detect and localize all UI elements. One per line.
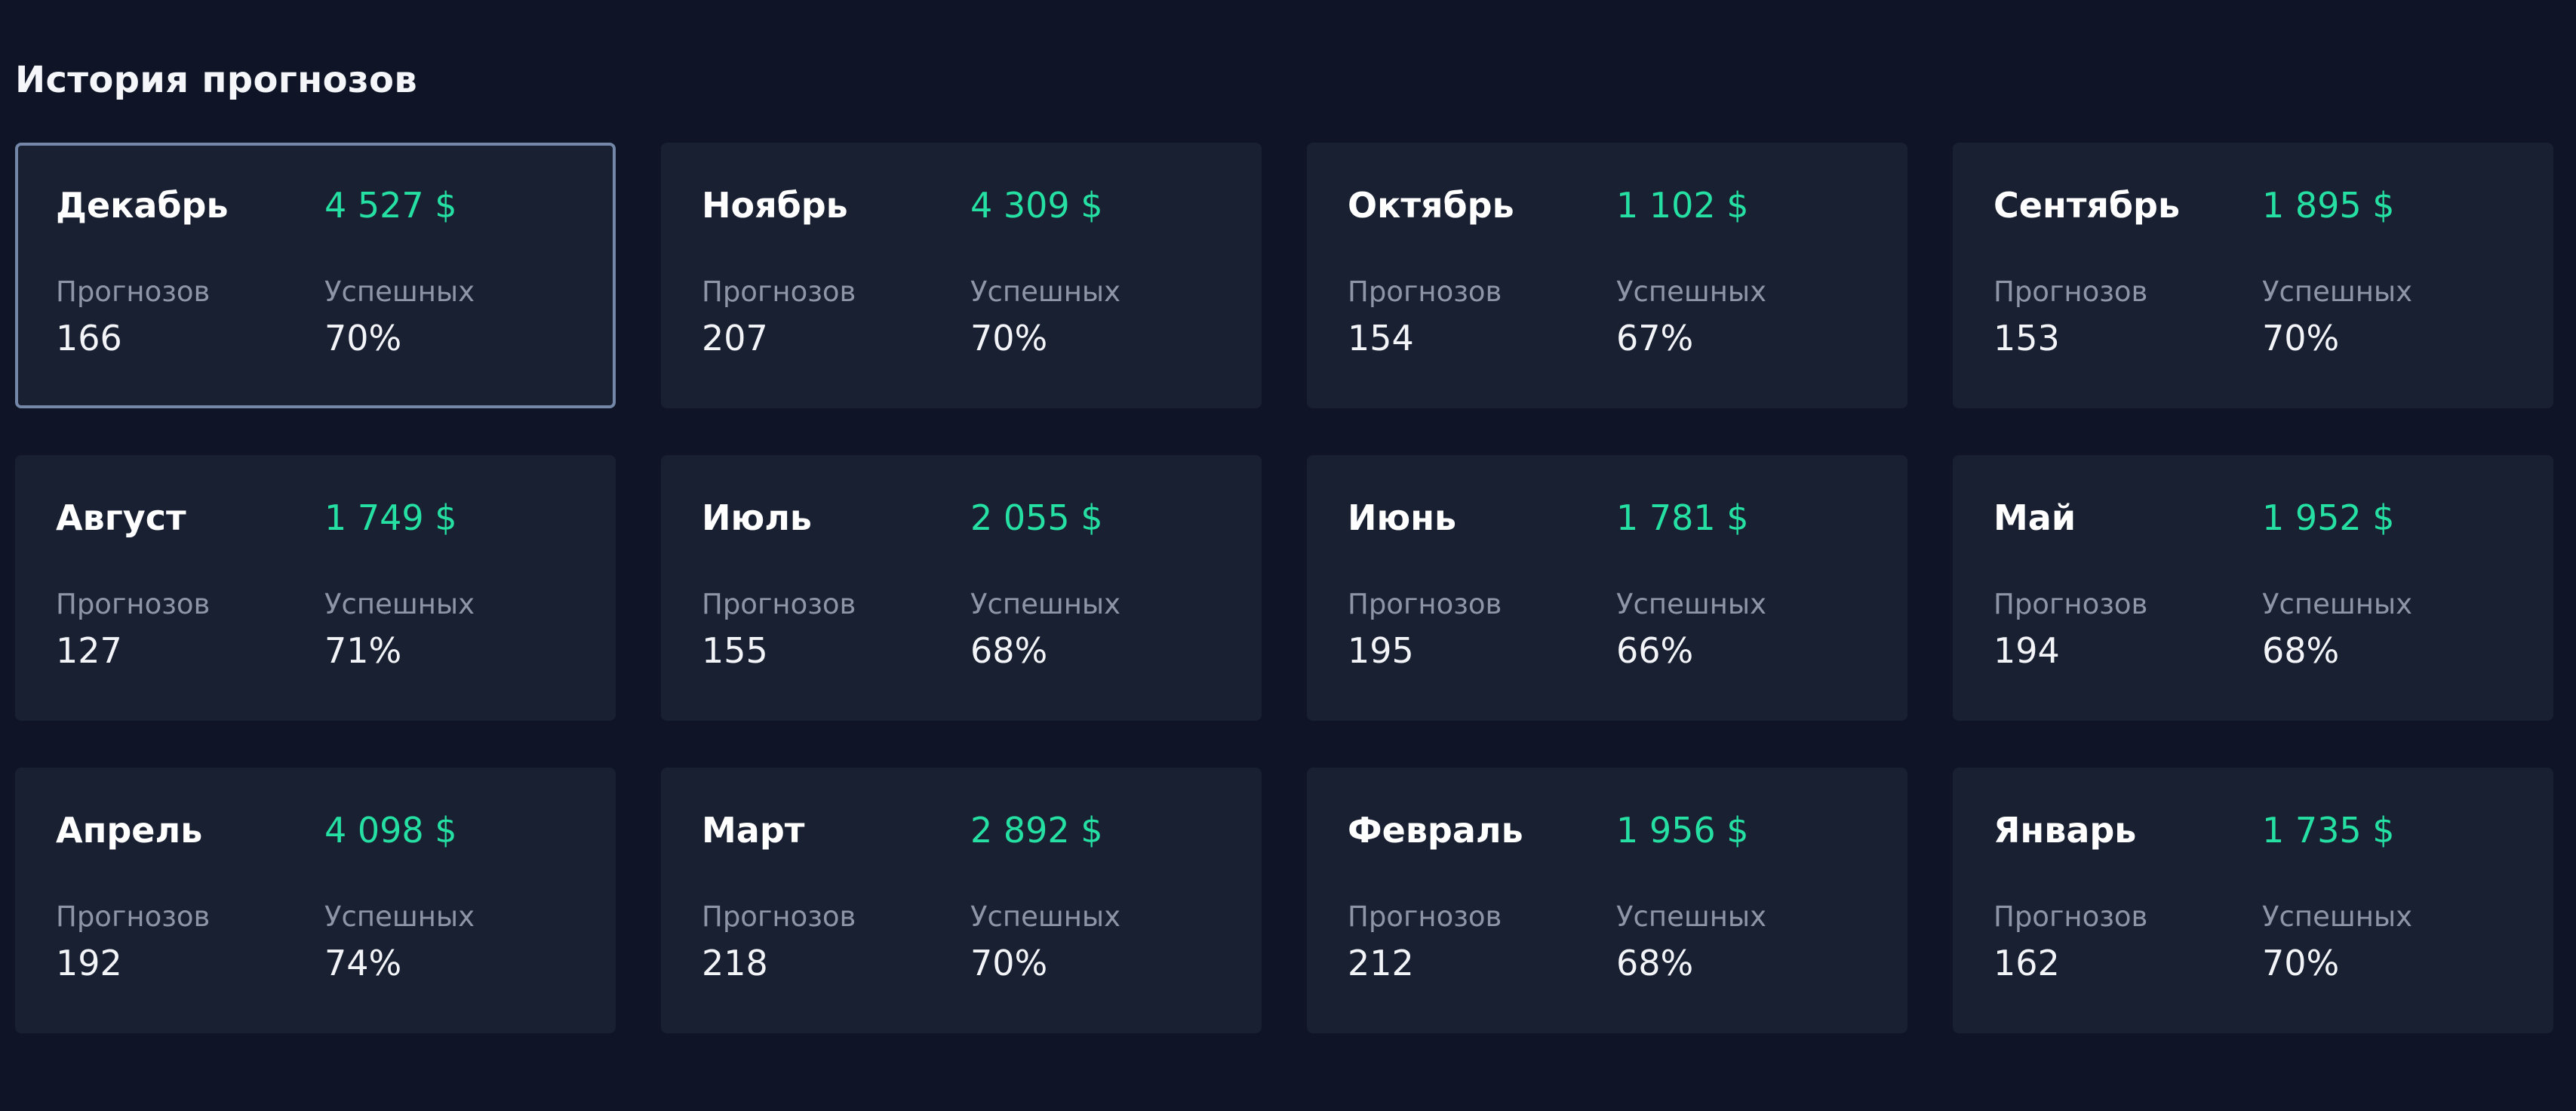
forecasts-count: 162: [1993, 943, 2060, 983]
page-title: История прогнозов: [15, 59, 418, 101]
month-name: Январь: [1993, 810, 2137, 851]
month-name: Июль: [702, 497, 812, 538]
forecasts-label: Прогнозов: [1993, 275, 2148, 308]
forecasts-count: 153: [1993, 318, 2060, 359]
successful-label: Успешных: [324, 900, 475, 933]
month-name: Октябрь: [1348, 185, 1514, 226]
success-rate: 70%: [324, 318, 402, 359]
forecasts-count: 194: [1993, 630, 2060, 671]
forecasts-count: 127: [56, 630, 122, 671]
successful-label: Успешных: [324, 588, 475, 620]
successful-label: Успешных: [2262, 900, 2413, 933]
month-name: Декабрь: [56, 185, 229, 226]
month-name: Март: [702, 810, 805, 851]
successful-label: Успешных: [2262, 275, 2413, 308]
month-name: Август: [56, 497, 186, 538]
forecasts-count: 207: [702, 318, 768, 359]
successful-label: Успешных: [970, 588, 1121, 620]
month-card[interactable]: Июнь 1 781 $ Прогнозов Успешных 195 66%: [1307, 455, 1907, 721]
month-amount: 2 892 $: [970, 810, 1103, 851]
month-amount: 2 055 $: [970, 497, 1103, 538]
forecasts-label: Прогнозов: [56, 275, 211, 308]
successful-label: Успешных: [970, 900, 1121, 933]
success-rate: 67%: [1616, 318, 1694, 359]
success-rate: 74%: [324, 943, 402, 983]
month-card[interactable]: Январь 1 735 $ Прогнозов Успешных 162 70%: [1953, 768, 2553, 1033]
forecasts-label: Прогнозов: [56, 588, 211, 620]
success-rate: 70%: [2262, 943, 2340, 983]
success-rate: 68%: [970, 630, 1048, 671]
successful-label: Успешных: [1616, 588, 1767, 620]
month-amount: 4 098 $: [324, 810, 457, 851]
month-amount: 4 309 $: [970, 185, 1103, 226]
month-cards-grid: Декабрь 4 527 $ Прогнозов Успешных 166 70% Ноя…: [15, 143, 2553, 1033]
month-amount: 4 527 $: [324, 185, 457, 226]
success-rate: 70%: [2262, 318, 2340, 359]
forecasts-count: 195: [1348, 630, 1414, 671]
success-rate: 68%: [2262, 630, 2340, 671]
month-amount: 1 781 $: [1616, 497, 1749, 538]
month-amount: 1 895 $: [2262, 185, 2395, 226]
month-name: Июнь: [1348, 497, 1457, 538]
forecasts-label: Прогнозов: [1993, 588, 2148, 620]
forecasts-label: Прогнозов: [56, 900, 211, 933]
forecasts-label: Прогнозов: [1348, 588, 1502, 620]
month-name: Февраль: [1348, 810, 1523, 851]
month-card[interactable]: Ноябрь 4 309 $ Прогнозов Успешных 207 70%: [661, 143, 1262, 408]
success-rate: 68%: [1616, 943, 1694, 983]
month-name: Ноябрь: [702, 185, 848, 226]
forecasts-label: Прогнозов: [702, 900, 856, 933]
forecasts-count: 155: [702, 630, 768, 671]
successful-label: Успешных: [2262, 588, 2413, 620]
month-card[interactable]: Август 1 749 $ Прогнозов Успешных 127 71%: [15, 455, 616, 721]
month-name: Сентябрь: [1993, 185, 2181, 226]
month-amount: 1 749 $: [324, 497, 457, 538]
success-rate: 70%: [970, 318, 1048, 359]
month-card[interactable]: Март 2 892 $ Прогнозов Успешных 218 70%: [661, 768, 1262, 1033]
month-card[interactable]: Сентябрь 1 895 $ Прогнозов Успешных 153 70%: [1953, 143, 2553, 408]
forecasts-label: Прогнозов: [702, 275, 856, 308]
month-card[interactable]: Май 1 952 $ Прогнозов Успешных 194 68%: [1953, 455, 2553, 721]
forecasts-count: 218: [702, 943, 768, 983]
forecasts-count: 166: [56, 318, 122, 359]
forecasts-label: Прогнозов: [1993, 900, 2148, 933]
successful-label: Успешных: [1616, 275, 1767, 308]
month-amount: 1 102 $: [1616, 185, 1749, 226]
forecasts-label: Прогнозов: [702, 588, 856, 620]
month-card[interactable]: Октябрь 1 102 $ Прогнозов Успешных 154 67%: [1307, 143, 1907, 408]
month-amount: 1 956 $: [1616, 810, 1749, 851]
month-name: Май: [1993, 497, 2076, 538]
forecasts-count: 154: [1348, 318, 1414, 359]
month-card[interactable]: Апрель 4 098 $ Прогнозов Успешных 192 74%: [15, 768, 616, 1033]
month-card[interactable]: Февраль 1 956 $ Прогнозов Успешных 212 68%: [1307, 768, 1907, 1033]
success-rate: 71%: [324, 630, 402, 671]
month-name: Апрель: [56, 810, 203, 851]
month-amount: 1 952 $: [2262, 497, 2395, 538]
successful-label: Успешных: [1616, 900, 1767, 933]
success-rate: 70%: [970, 943, 1048, 983]
forecasts-label: Прогнозов: [1348, 275, 1502, 308]
forecasts-count: 212: [1348, 943, 1414, 983]
month-card[interactable]: Июль 2 055 $ Прогнозов Успешных 155 68%: [661, 455, 1262, 721]
month-amount: 1 735 $: [2262, 810, 2395, 851]
month-card[interactable]: Декабрь 4 527 $ Прогнозов Успешных 166 70%: [15, 143, 616, 408]
forecasts-label: Прогнозов: [1348, 900, 1502, 933]
successful-label: Успешных: [970, 275, 1121, 308]
success-rate: 66%: [1616, 630, 1694, 671]
forecasts-count: 192: [56, 943, 122, 983]
successful-label: Успешных: [324, 275, 475, 308]
